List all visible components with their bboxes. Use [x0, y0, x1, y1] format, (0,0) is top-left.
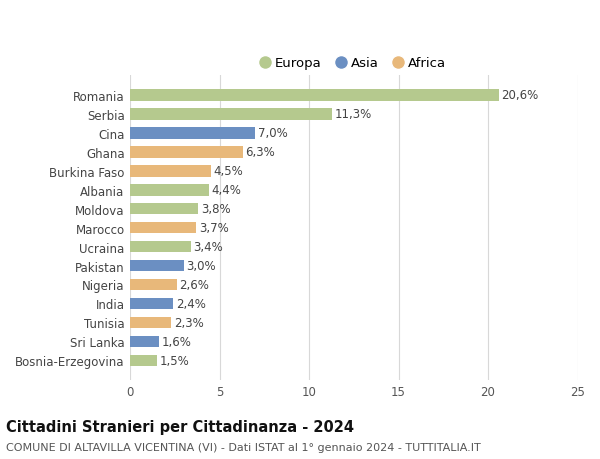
Text: 2,4%: 2,4%	[176, 297, 206, 310]
Text: 6,3%: 6,3%	[245, 146, 275, 159]
Bar	[130, 222, 196, 234]
Bar	[130, 260, 184, 272]
Bar	[130, 146, 243, 158]
Bar	[130, 128, 256, 139]
Bar	[130, 336, 158, 347]
Text: 20,6%: 20,6%	[502, 89, 539, 102]
Text: Cittadini Stranieri per Cittadinanza - 2024: Cittadini Stranieri per Cittadinanza - 2…	[6, 419, 354, 434]
Bar	[130, 317, 171, 329]
Text: 3,4%: 3,4%	[194, 241, 223, 253]
Text: 2,6%: 2,6%	[179, 279, 209, 291]
Text: 2,3%: 2,3%	[174, 316, 203, 329]
Text: 4,5%: 4,5%	[213, 165, 243, 178]
Bar	[130, 109, 332, 120]
Text: COMUNE DI ALTAVILLA VICENTINA (VI) - Dati ISTAT al 1° gennaio 2024 - TUTTITALIA.: COMUNE DI ALTAVILLA VICENTINA (VI) - Dat…	[6, 442, 481, 452]
Bar	[130, 165, 211, 177]
Text: 1,5%: 1,5%	[160, 354, 190, 367]
Text: 1,6%: 1,6%	[161, 335, 191, 348]
Bar	[130, 279, 176, 291]
Text: 3,7%: 3,7%	[199, 222, 229, 235]
Bar	[130, 355, 157, 366]
Legend: Europa, Asia, Africa: Europa, Asia, Africa	[257, 52, 451, 75]
Text: 4,4%: 4,4%	[212, 184, 241, 197]
Text: 11,3%: 11,3%	[335, 108, 372, 121]
Text: 3,8%: 3,8%	[201, 203, 230, 216]
Text: 3,0%: 3,0%	[187, 259, 216, 273]
Bar	[130, 90, 499, 101]
Bar	[130, 203, 198, 215]
Bar	[130, 298, 173, 310]
Bar	[130, 185, 209, 196]
Text: 7,0%: 7,0%	[258, 127, 288, 140]
Bar	[130, 241, 191, 253]
